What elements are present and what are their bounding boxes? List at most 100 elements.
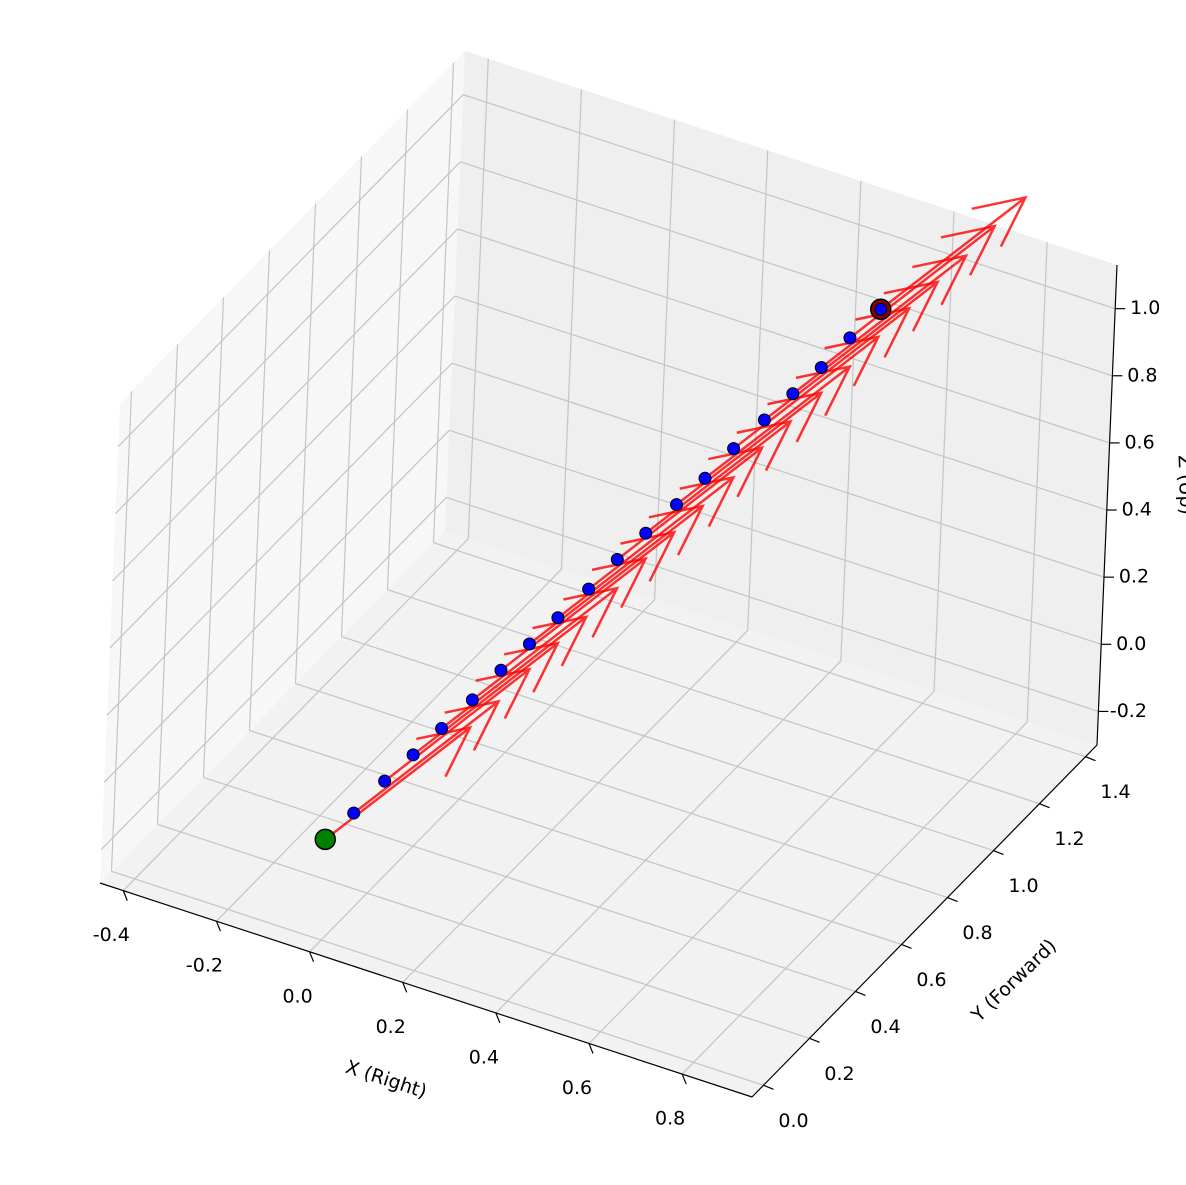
y-tick-label: 1.0	[1008, 875, 1038, 897]
grid-line	[112, 228, 459, 582]
arrow	[616, 445, 765, 561]
z-tick-label: 0.6	[1124, 431, 1154, 453]
tick-mark	[763, 1084, 774, 1090]
point	[670, 498, 684, 512]
arrow	[704, 364, 852, 480]
x-tick-label: 0.0	[282, 985, 312, 1007]
grid-line	[156, 344, 179, 825]
grid-line	[100, 497, 447, 850]
x-tick-label: 0.2	[376, 1016, 406, 1038]
y-tick-label: 0.4	[870, 1016, 900, 1038]
axis-line	[99, 882, 753, 1098]
grid-line	[454, 295, 1107, 511]
grid-line	[248, 250, 271, 731]
tick-mark	[1085, 756, 1096, 762]
z-tick-label: 0.4	[1122, 499, 1152, 521]
grid-line	[467, 58, 489, 539]
arrow	[792, 280, 940, 395]
grid-line	[840, 180, 862, 661]
tick-mark	[809, 1037, 820, 1043]
point	[582, 582, 596, 596]
point	[465, 693, 479, 707]
grid-line	[111, 870, 764, 1086]
point	[551, 611, 565, 625]
tick-mark	[855, 990, 866, 996]
grid-line	[294, 203, 317, 684]
grid-line	[295, 682, 948, 899]
arrow	[675, 391, 824, 506]
pane-left	[100, 51, 465, 883]
point	[843, 331, 857, 345]
arrow	[383, 667, 532, 783]
point	[757, 413, 771, 427]
y-tick-label: 0.6	[916, 969, 946, 991]
point	[814, 360, 828, 374]
tick-mark	[901, 943, 912, 950]
axis-line	[1096, 264, 1118, 746]
point	[610, 552, 624, 566]
point	[698, 471, 712, 485]
grid-line	[386, 109, 409, 590]
y-tick-label: 0.0	[778, 1110, 808, 1132]
point	[874, 302, 888, 316]
x-tick-label: 0.8	[655, 1108, 685, 1130]
grid-line	[449, 429, 1102, 645]
y-axis-label: Y (Forward)	[967, 935, 1061, 1027]
z-tick-label: -0.2	[1110, 700, 1147, 722]
arrow	[440, 615, 589, 730]
arrow	[500, 556, 648, 672]
point	[406, 748, 420, 762]
x-tick-label: -0.2	[186, 955, 223, 977]
point	[494, 663, 508, 677]
grid-line	[451, 362, 1105, 578]
grid-line	[109, 295, 456, 649]
grid-line	[202, 297, 225, 778]
grid-line	[933, 211, 955, 692]
tick-mark	[1039, 803, 1050, 809]
x-axis-label: X (Right)	[343, 1056, 430, 1103]
x-tick-label: -0.4	[93, 924, 130, 946]
y-tick-label: 1.4	[1100, 781, 1130, 803]
grid-line	[110, 391, 133, 872]
tick-mark	[495, 1012, 501, 1024]
arrow	[557, 504, 705, 619]
grid-line	[106, 362, 453, 716]
arrow	[879, 195, 1028, 311]
tick-mark	[402, 982, 408, 993]
grid-line	[1026, 242, 1048, 723]
grid-line	[341, 636, 994, 852]
grid-line	[560, 89, 583, 570]
arrow	[352, 699, 501, 815]
arrow	[587, 475, 736, 591]
arrow	[528, 530, 677, 645]
start-marker	[314, 828, 337, 851]
grid-line	[433, 542, 1086, 758]
grid-line	[432, 62, 455, 543]
grid-line	[387, 589, 1040, 805]
z-axis-label: Z (Up)	[1173, 455, 1186, 516]
axis-line	[751, 744, 1098, 1098]
arrow	[645, 419, 793, 535]
point	[786, 387, 800, 401]
arrow	[849, 224, 997, 339]
grid-line	[653, 119, 676, 600]
arrow	[412, 641, 561, 756]
grid-line	[103, 429, 450, 783]
grid-line	[157, 823, 810, 1039]
tick-mark	[122, 890, 128, 901]
y-tick-label: 1.2	[1054, 828, 1084, 850]
tick-mark	[309, 951, 315, 963]
grid-line	[203, 776, 856, 992]
arrow	[732, 335, 881, 450]
x-tick-label: 0.6	[562, 1077, 592, 1099]
point	[727, 442, 741, 456]
point	[435, 722, 449, 736]
point	[639, 526, 653, 540]
point	[378, 774, 392, 788]
z-tick-label: 0.0	[1116, 633, 1146, 655]
z-tick-label: 0.8	[1127, 364, 1157, 386]
grid-line	[340, 156, 363, 637]
z-tick-label: 1.0	[1130, 297, 1160, 319]
